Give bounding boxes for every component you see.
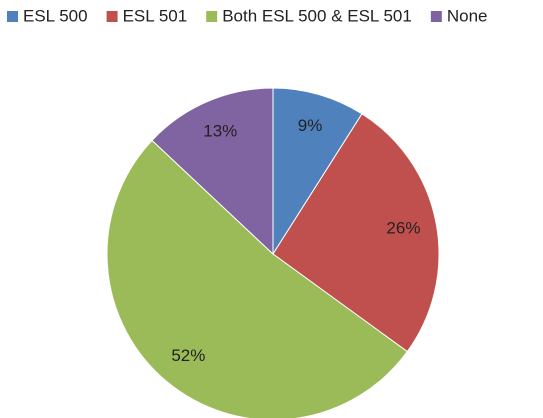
legend-label: None (447, 6, 488, 25)
legend-swatch (206, 11, 218, 22)
legend-swatch (7, 11, 18, 22)
data-label: 9% (298, 116, 323, 135)
legend-swatch (430, 11, 442, 22)
data-label: 52% (171, 346, 205, 365)
pie-slice (272, 113, 440, 353)
data-label: 13% (203, 122, 237, 141)
legend-label: ESL 501 (123, 6, 188, 25)
legend-label: Both ESL 500 & ESL 501 (222, 6, 412, 25)
pie-slice (272, 87, 363, 256)
legend-label: ESL 500 (23, 6, 88, 25)
data-label: 26% (386, 219, 420, 238)
pie-slice (151, 87, 274, 256)
legend-swatch (106, 11, 118, 22)
pie-slice (106, 139, 408, 418)
